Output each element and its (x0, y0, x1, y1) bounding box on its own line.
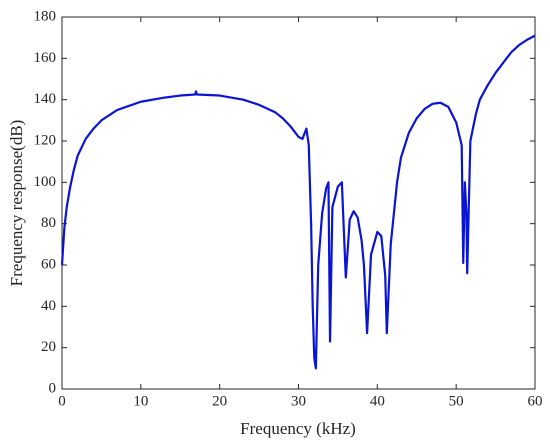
y-tick-label: 80 (41, 215, 56, 231)
y-tick-label: 60 (41, 256, 56, 272)
y-tick-label: 0 (49, 380, 57, 396)
y-axis-title: Frequency response(dB) (7, 120, 26, 287)
x-axis-title: Frequency (kHz) (240, 419, 356, 438)
x-tick-label: 10 (133, 393, 148, 409)
line-series (60, 34, 536, 370)
plot-frame (61, 16, 536, 390)
x-tick-label: 40 (370, 393, 385, 409)
x-tick-label: 50 (449, 393, 464, 409)
y-tick-label: 180 (34, 8, 57, 24)
x-tick-label: 20 (212, 393, 227, 409)
x-tick-label: 0 (58, 393, 66, 409)
y-tick-label: 140 (34, 91, 57, 107)
y-tick-label: 40 (41, 298, 56, 314)
y-tick-label: 120 (34, 132, 57, 148)
y-tick-label: 160 (34, 50, 57, 66)
y-tick-label: 20 (41, 339, 56, 355)
x-tick-label: 60 (528, 393, 543, 409)
y-tick-label: 100 (34, 174, 57, 190)
x-tick-label: 30 (291, 393, 306, 409)
